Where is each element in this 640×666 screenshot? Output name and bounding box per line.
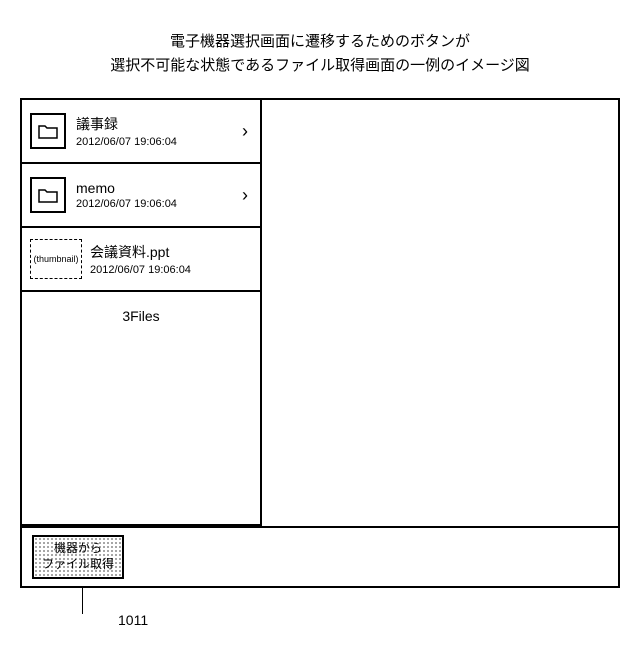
file-date: 2012/06/07 19:06:04: [76, 198, 242, 210]
reference-leader-line: [82, 586, 83, 614]
file-date: 2012/06/07 19:06:04: [76, 136, 242, 148]
folder-icon: [30, 113, 66, 149]
main-window: 議事録 2012/06/07 19:06:04 › memo 2012/06/0…: [20, 98, 620, 588]
figure-caption: 電子機器選択画面に遷移するためのボタンが 選択不可能な状態であるファイル取得画面…: [0, 0, 640, 98]
thumbnail-placeholder-icon: (thumbnail): [30, 239, 82, 279]
file-list-panel: 議事録 2012/06/07 19:06:04 › memo 2012/06/0…: [22, 100, 262, 526]
file-info: 議事録 2012/06/07 19:06:04: [76, 114, 242, 148]
folder-icon: [30, 177, 66, 213]
get-file-from-device-button: 機器から ファイル取得: [32, 535, 124, 578]
chevron-right-icon: ›: [242, 122, 252, 140]
file-date: 2012/06/07 19:06:04: [90, 264, 252, 276]
file-name: 議事録: [76, 114, 242, 134]
button-line2: ファイル取得: [42, 557, 114, 571]
file-row[interactable]: memo 2012/06/07 19:06:04 ›: [22, 164, 260, 228]
thumbnail-label: (thumbnail): [33, 254, 78, 264]
file-info: memo 2012/06/07 19:06:04: [76, 180, 242, 210]
file-count: 3Files: [22, 292, 260, 526]
content-area: [262, 100, 618, 526]
chevron-right-icon: ›: [242, 186, 252, 204]
file-name: memo: [76, 180, 242, 196]
window-body: 議事録 2012/06/07 19:06:04 › memo 2012/06/0…: [22, 100, 618, 526]
file-row[interactable]: (thumbnail) 会議資料.ppt 2012/06/07 19:06:04: [22, 228, 260, 292]
caption-line2: 選択不可能な状態であるファイル取得画面の一例のイメージ図: [110, 57, 530, 74]
file-info: 会議資料.ppt 2012/06/07 19:06:04: [90, 242, 252, 276]
file-name: 会議資料.ppt: [90, 242, 252, 262]
reference-number: 1011: [118, 612, 148, 628]
file-row[interactable]: 議事録 2012/06/07 19:06:04 ›: [22, 100, 260, 164]
caption-line1: 電子機器選択画面に遷移するためのボタンが: [170, 33, 470, 50]
button-line1: 機器から: [54, 541, 102, 555]
bottom-toolbar: 機器から ファイル取得: [22, 526, 618, 586]
